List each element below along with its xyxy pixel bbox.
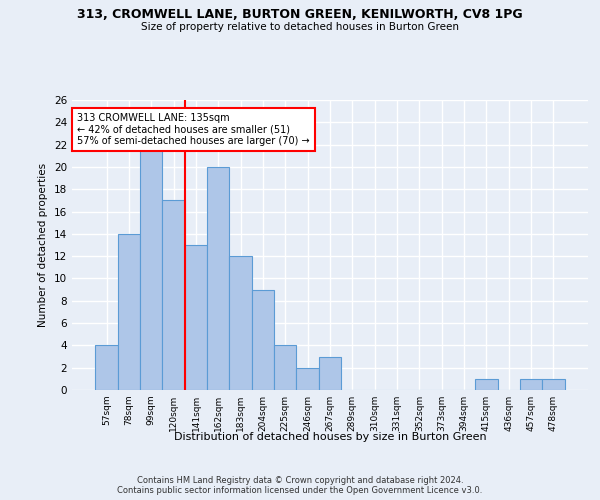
Text: 313, CROMWELL LANE, BURTON GREEN, KENILWORTH, CV8 1PG: 313, CROMWELL LANE, BURTON GREEN, KENILW…: [77, 8, 523, 20]
Bar: [274, 346, 296, 390]
Text: Size of property relative to detached houses in Burton Green: Size of property relative to detached ho…: [141, 22, 459, 32]
Bar: [252, 290, 274, 390]
Bar: [185, 245, 207, 390]
Bar: [520, 379, 542, 390]
Bar: [140, 144, 163, 390]
Y-axis label: Number of detached properties: Number of detached properties: [38, 163, 49, 327]
Bar: [475, 379, 497, 390]
Bar: [95, 346, 118, 390]
Bar: [207, 167, 229, 390]
Bar: [118, 234, 140, 390]
Text: Contains HM Land Registry data © Crown copyright and database right 2024.
Contai: Contains HM Land Registry data © Crown c…: [118, 476, 482, 495]
Text: Distribution of detached houses by size in Burton Green: Distribution of detached houses by size …: [173, 432, 487, 442]
Bar: [542, 379, 565, 390]
Bar: [296, 368, 319, 390]
Bar: [163, 200, 185, 390]
Bar: [319, 356, 341, 390]
Text: 313 CROMWELL LANE: 135sqm
← 42% of detached houses are smaller (51)
57% of semi-: 313 CROMWELL LANE: 135sqm ← 42% of detac…: [77, 113, 310, 146]
Bar: [229, 256, 252, 390]
